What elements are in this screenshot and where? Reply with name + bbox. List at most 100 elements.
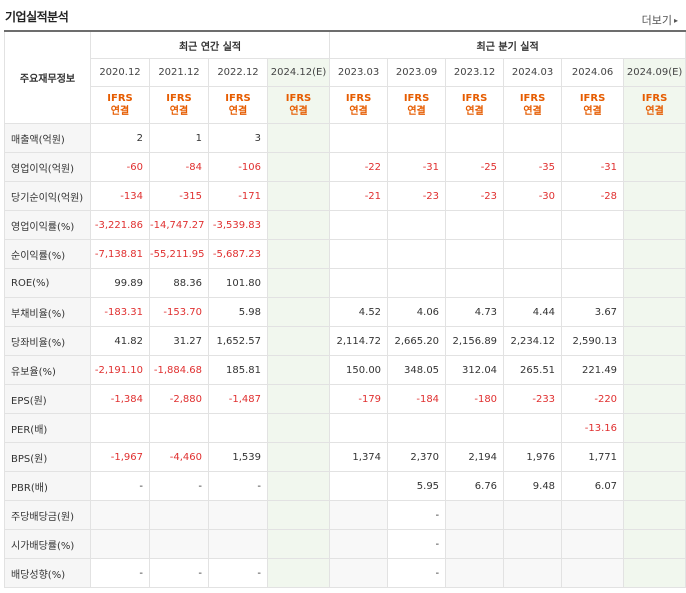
table-cell: [623, 152, 686, 182]
table-cell: [623, 268, 686, 298]
table-cell: 99.89: [90, 268, 150, 298]
table-cell: -233: [503, 384, 563, 414]
table-cell: 1,771: [561, 442, 625, 472]
table-cell: [561, 268, 625, 298]
more-link[interactable]: 더보기 ▸: [642, 12, 678, 28]
table-cell: [623, 210, 686, 240]
table-cell: 9.48: [503, 471, 563, 501]
table-cell: [623, 529, 686, 559]
row-label: 영업이익(억원): [4, 152, 91, 182]
row-label: 주당배당금(원): [4, 500, 91, 530]
table-cell: 2,234.12: [503, 326, 563, 356]
section-header: 기업실적분석 더보기 ▸: [0, 0, 686, 30]
table-cell: -: [387, 500, 447, 530]
row-label: 당좌비율(%): [4, 326, 91, 356]
table-cell: [329, 558, 389, 588]
period-header: 2022.12: [208, 58, 268, 87]
table-cell: [503, 239, 563, 269]
ifrs-label: IFRS 연결: [387, 86, 447, 124]
ifrs-scope: 연결: [110, 106, 130, 117]
table-cell: -: [387, 529, 447, 559]
row-label: ROE(%): [4, 268, 91, 298]
period-header: 2024.03: [503, 58, 563, 87]
table-cell: 348.05: [387, 355, 447, 385]
table-cell: -1,967: [90, 442, 150, 472]
table-cell: 41.82: [90, 326, 150, 356]
ifrs-label: IFRS 연결: [561, 86, 625, 124]
table-cell: -2,191.10: [90, 355, 150, 385]
table-cell: -183.31: [90, 297, 150, 327]
table-cell: [266, 500, 331, 530]
ifrs-standard: IFRS: [225, 93, 251, 104]
table-cell: [623, 413, 686, 443]
table-cell: -31: [387, 152, 447, 182]
table-cell: [387, 123, 447, 153]
ifrs-label: IFRS 연결: [266, 86, 331, 124]
table-cell: 2,370: [387, 442, 447, 472]
table-cell: [623, 181, 686, 211]
table-cell: 2: [90, 123, 150, 153]
table-cell: -153.70: [149, 297, 209, 327]
table-cell: [623, 384, 686, 414]
period-header: 2020.12: [90, 58, 150, 87]
table-cell: [266, 152, 331, 182]
table-cell: [208, 413, 268, 443]
ifrs-scope: 연결: [169, 106, 189, 117]
table-cell: -7,138.81: [90, 239, 150, 269]
table-cell: [266, 529, 331, 559]
table-cell: [266, 558, 331, 588]
row-label: PBR(배): [4, 471, 91, 501]
table-cell: [329, 239, 389, 269]
table-cell: 5.95: [387, 471, 447, 501]
table-cell: -106: [208, 152, 268, 182]
table-cell: -23: [445, 181, 505, 211]
table-cell: [329, 413, 389, 443]
ifrs-standard: IFRS: [285, 93, 312, 104]
table-cell: -171: [208, 181, 268, 211]
table-cell: 6.76: [445, 471, 505, 501]
table-cell: [149, 529, 209, 559]
table-cell: [329, 123, 389, 153]
table-cell: [503, 123, 563, 153]
table-cell: 88.36: [149, 268, 209, 298]
table-cell: [445, 239, 505, 269]
table-cell: -23: [387, 181, 447, 211]
row-label: 부채비율(%): [4, 297, 91, 327]
table-cell: 31.27: [149, 326, 209, 356]
table-cell: -4,460: [149, 442, 209, 472]
table-cell: -2,880: [149, 384, 209, 414]
table-cell: 4.44: [503, 297, 563, 327]
table-cell: [387, 413, 447, 443]
quarterly-group-label: 최근 분기 실적: [329, 30, 686, 59]
table-cell: -184: [387, 384, 447, 414]
table-row: 배당성향(%) - - - -: [4, 558, 686, 588]
financial-summary-table: 주요재무정보 최근 연간 실적 최근 분기 실적 2020.12 2021.12 2…: [4, 30, 686, 588]
table-cell: [266, 326, 331, 356]
table-cell: [266, 442, 331, 472]
table-cell: -28: [561, 181, 625, 211]
table-cell: -1,884.68: [149, 355, 209, 385]
table-cell: 1: [149, 123, 209, 153]
table-row: 주당배당금(원) -: [4, 500, 686, 530]
period-header: 2023.03: [329, 58, 389, 87]
table-cell: [266, 210, 331, 240]
table-cell: [445, 268, 505, 298]
table-cell: [623, 123, 686, 153]
table-row: 당좌비율(%) 41.82 31.27 1,652.57 2,114.72 2,665.2…: [4, 326, 686, 356]
table-cell: [503, 558, 563, 588]
table-row: EPS(원) -1,384 -2,880 -1,487 -179 -184 -180 -233…: [4, 384, 686, 414]
table-cell: [561, 558, 625, 588]
table-cell: [149, 500, 209, 530]
table-cell: [387, 268, 447, 298]
table-cell: [623, 326, 686, 356]
ifrs-standard: IFRS: [107, 93, 133, 104]
table-cell: [503, 413, 563, 443]
table-cell: [329, 529, 389, 559]
table-row: 유보율(%) -2,191.10 -1,884.68 185.81 150.00 348.…: [4, 355, 686, 385]
annual-group-label: 최근 연간 실적: [89, 30, 331, 59]
table-cell: -220: [561, 384, 625, 414]
table-cell: -25: [445, 152, 505, 182]
table-cell: [329, 210, 389, 240]
table-cell: 2,194: [445, 442, 505, 472]
table-cell: -21: [329, 181, 389, 211]
